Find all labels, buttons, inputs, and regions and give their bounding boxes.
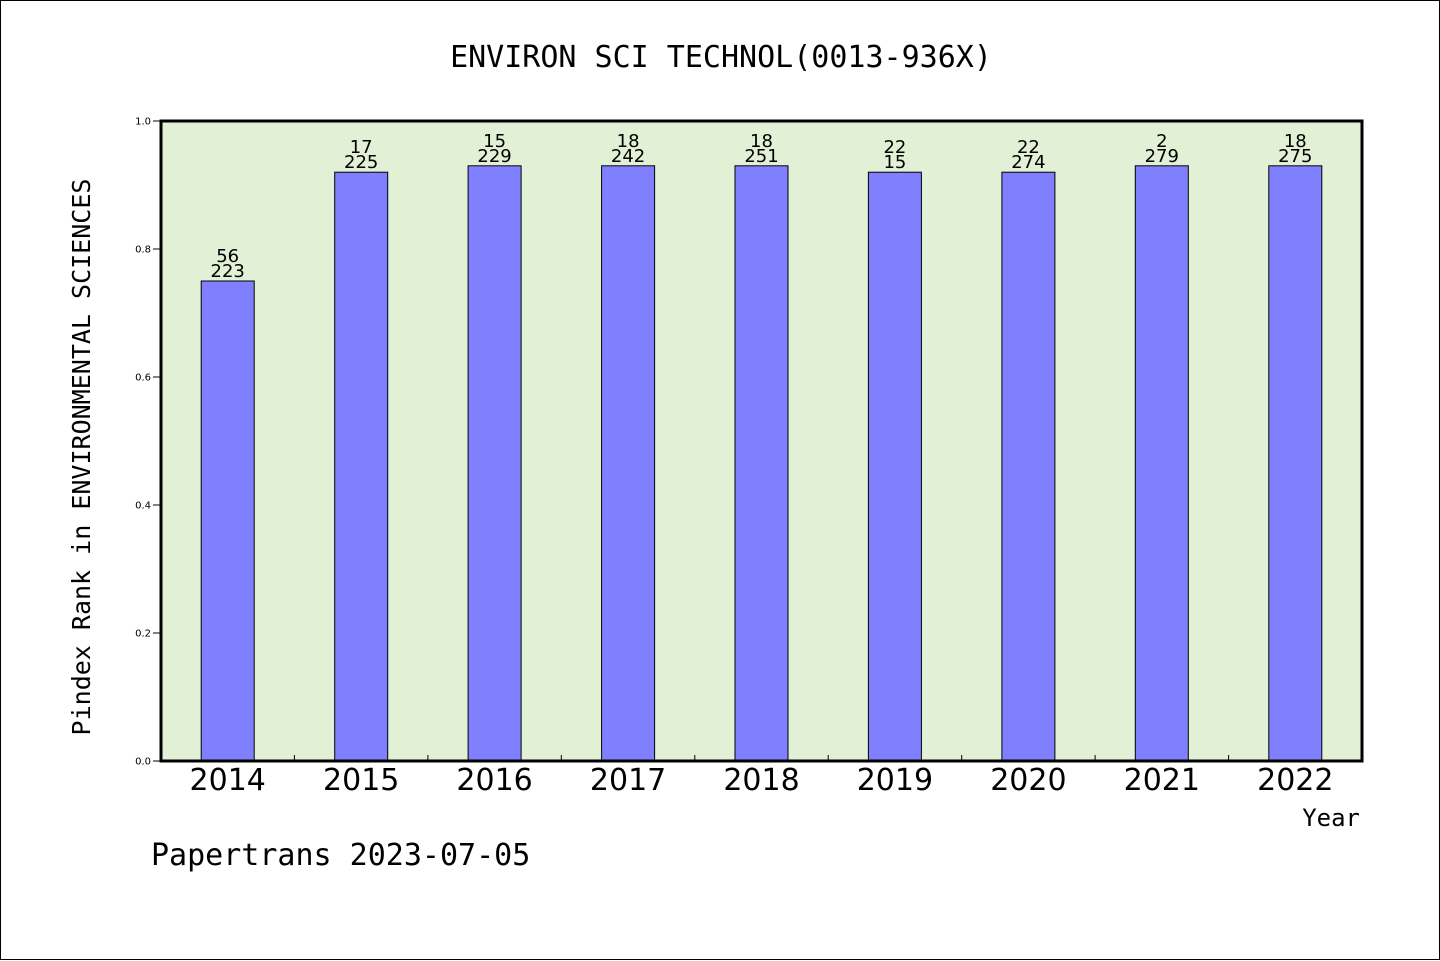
bar-total-label-2015: 225	[344, 152, 378, 173]
bar-2022	[1268, 165, 1323, 762]
y-tick-label-0.2: 0.2	[135, 629, 151, 640]
y-ticks-layer: 0.0 0.2 0.4 0.6 0.8 1.0	[135, 117, 161, 768]
bar-2017	[601, 165, 656, 762]
x-ticks-layer: 2014 2015 2016 2017 2018 2019 2020 2021 2022	[190, 755, 1333, 798]
x-tick-label-2018: 2018	[723, 763, 799, 798]
x-tick-label-2020: 2020	[990, 763, 1066, 798]
bar-rank-label-2022: 18	[1284, 131, 1307, 152]
bar-total-label-2022: 275	[1278, 146, 1312, 167]
plot-border	[159, 119, 1364, 763]
bar-2015	[334, 171, 389, 762]
y-tick-label-0.8: 0.8	[135, 245, 151, 256]
bar-total-label-2016: 229	[477, 146, 511, 167]
bar-rank-label-2014: 56	[216, 246, 239, 267]
x-tick-label-2014: 2014	[190, 763, 266, 798]
bar-2016	[467, 165, 522, 762]
bar-2014	[200, 280, 255, 762]
y-tick-label-0.6: 0.6	[135, 373, 151, 384]
footer-credit: Papertrans 2023-07-05	[151, 838, 530, 873]
bar-rank-label-2015: 17	[350, 137, 373, 158]
bar-rank-label-2020: 22	[1017, 137, 1040, 158]
y-tick-label-0.4: 0.4	[135, 501, 151, 512]
x-tick-label-2016: 2016	[456, 763, 532, 798]
x-tick-label-2021: 2021	[1124, 763, 1200, 798]
y-axis-label: Pindex Rank in ENVIRONMENTAL SCIENCES	[67, 179, 96, 736]
bar-total-label-2014: 223	[211, 261, 245, 282]
x-tick-label-2017: 2017	[590, 763, 666, 798]
bar-2019	[867, 171, 922, 762]
bar-total-label-2018: 251	[744, 146, 778, 167]
y-tick-label-0.0: 0.0	[135, 757, 151, 768]
bar-2020	[1001, 171, 1056, 762]
bar-total-label-2019: 15	[883, 152, 906, 173]
bars-layer	[200, 165, 1323, 762]
bar-rank-label-2021: 2	[1156, 131, 1167, 152]
bar-2018	[734, 165, 789, 762]
bar-total-label-2021: 279	[1145, 146, 1179, 167]
bar-rank-label-2019: 22	[883, 137, 906, 158]
x-tick-label-2022: 2022	[1257, 763, 1333, 798]
chart-title: ENVIRON SCI TECHNOL(0013-936X)	[450, 40, 992, 75]
bar-total-label-2017: 242	[611, 146, 645, 167]
x-tick-label-2015: 2015	[323, 763, 399, 798]
y-tick-label-1.0: 1.0	[135, 117, 151, 128]
x-axis-label: Year	[1302, 804, 1360, 832]
bar-2021	[1134, 165, 1189, 762]
x-tick-label-2019: 2019	[857, 763, 933, 798]
bar-total-label-2020: 274	[1011, 152, 1045, 173]
bar-rank-label-2017: 18	[617, 131, 640, 152]
bar-rank-label-2016: 15	[483, 131, 506, 152]
bar-rank-label-2018: 18	[750, 131, 773, 152]
